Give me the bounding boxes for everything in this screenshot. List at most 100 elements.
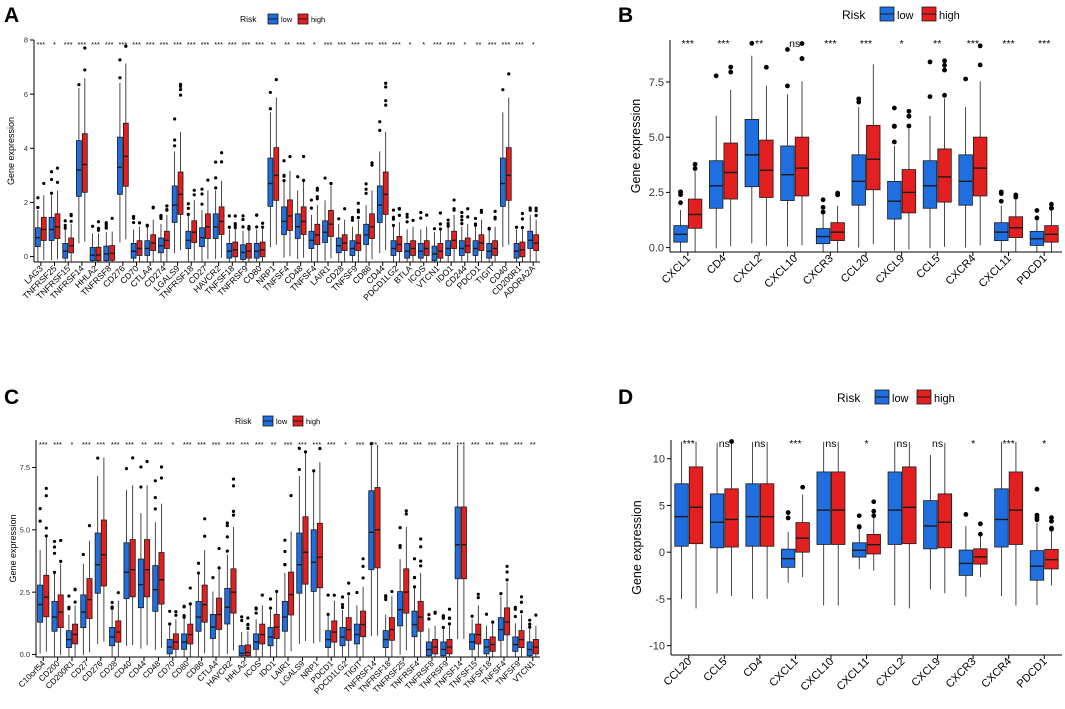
significance-label: *** <box>717 38 729 50</box>
legend-title: Risk <box>837 391 861 405</box>
outlier-point <box>977 62 983 68</box>
y-tick-label: 4 <box>24 144 28 153</box>
box-high <box>302 516 309 585</box>
x-tick-label: CXCL1 <box>767 656 801 690</box>
outlier-point <box>856 513 862 519</box>
box-low <box>709 493 725 549</box>
outlier-point <box>67 607 71 611</box>
outlier-point <box>678 200 683 206</box>
outlier-point <box>104 224 108 229</box>
outlier-point <box>369 442 373 446</box>
outlier-point <box>283 538 287 542</box>
outlier-point <box>206 178 210 182</box>
outlier-point <box>370 161 374 165</box>
significance-label: *** <box>433 40 442 49</box>
y-tick-label: 5.0 <box>20 525 30 534</box>
significance-label: ns <box>896 438 907 450</box>
significance-label: *** <box>284 440 293 449</box>
outlier-point <box>49 170 54 174</box>
outlier-point <box>763 64 769 70</box>
outlier-point <box>151 206 155 210</box>
outlier-point <box>340 595 345 599</box>
outlier-point <box>390 589 394 594</box>
x-tick-label: CCL5 <box>701 656 729 684</box>
outlier-point <box>470 614 474 618</box>
outlier-point <box>44 494 48 498</box>
outlier-point <box>476 595 480 600</box>
box-low <box>499 157 506 207</box>
y-axis-label: Gene expression <box>629 99 643 194</box>
legend-label-low: low <box>281 15 293 24</box>
outlier-point <box>274 77 278 82</box>
outlier-point <box>227 225 231 229</box>
significance-label: *** <box>351 40 360 49</box>
outlier-point <box>69 214 73 218</box>
outlier-point <box>452 198 456 202</box>
box-high <box>81 133 88 193</box>
outlier-point <box>505 564 509 568</box>
outlier-point <box>173 117 177 121</box>
significance-label: ns <box>825 438 836 450</box>
outlier-point <box>871 508 877 514</box>
outlier-point <box>460 214 464 219</box>
box-high <box>288 571 295 616</box>
outlier-point <box>77 83 81 87</box>
significance-label: * <box>422 40 425 49</box>
outlier-point <box>785 83 790 89</box>
box-high <box>687 198 703 229</box>
outlier-point <box>432 227 437 231</box>
box-high <box>759 483 775 547</box>
significance-label: *** <box>413 440 422 449</box>
outlier-point <box>227 214 231 218</box>
outlier-point <box>55 166 60 170</box>
outlier-point <box>513 605 517 609</box>
outlier-point <box>96 220 101 224</box>
box-high <box>374 487 381 569</box>
box-low <box>117 136 123 195</box>
significance-label: *** <box>967 38 979 50</box>
box-low <box>80 594 87 629</box>
box-low <box>887 471 902 545</box>
outlier-point <box>211 576 215 580</box>
box-high <box>86 578 93 619</box>
significance-label: * <box>171 440 174 449</box>
significance-label: ns <box>932 438 943 450</box>
significance-label: *** <box>442 440 451 449</box>
outlier-point <box>73 600 77 604</box>
outlier-point <box>63 223 67 227</box>
outlier-point <box>425 213 429 217</box>
outlier-point <box>977 521 983 527</box>
outlier-point <box>528 625 532 629</box>
outlier-point <box>283 549 287 554</box>
x-tick-label: CD4 <box>705 253 729 277</box>
outlier-point <box>59 538 63 543</box>
outlier-point <box>1034 208 1040 213</box>
outlier-point <box>233 226 237 230</box>
box-high <box>403 568 410 614</box>
outlier-point <box>513 614 517 619</box>
x-tick-label: CXCL2 <box>874 656 908 690</box>
box-low <box>51 600 58 632</box>
outlier-point <box>460 222 464 226</box>
outlier-point <box>378 128 382 132</box>
box-low <box>368 490 375 571</box>
box-high <box>144 539 151 598</box>
y-axis-label: Gene expression <box>630 500 644 595</box>
box-high <box>218 206 225 235</box>
outlier-point <box>391 208 396 212</box>
legend-label-high: high <box>306 417 320 426</box>
outlier-point <box>419 564 423 568</box>
significance-label: ** <box>271 440 277 449</box>
outlier-point <box>332 593 336 597</box>
significance-label: *** <box>82 440 91 449</box>
legend-title: Risk <box>240 14 257 24</box>
outlier-point <box>173 138 177 142</box>
outlier-point <box>178 84 183 88</box>
outlier-point <box>507 72 511 76</box>
outlier-point <box>419 545 423 549</box>
outlier-point <box>104 221 108 225</box>
outlier-point <box>891 124 897 129</box>
outlier-point <box>427 613 431 617</box>
box-high <box>505 147 512 201</box>
